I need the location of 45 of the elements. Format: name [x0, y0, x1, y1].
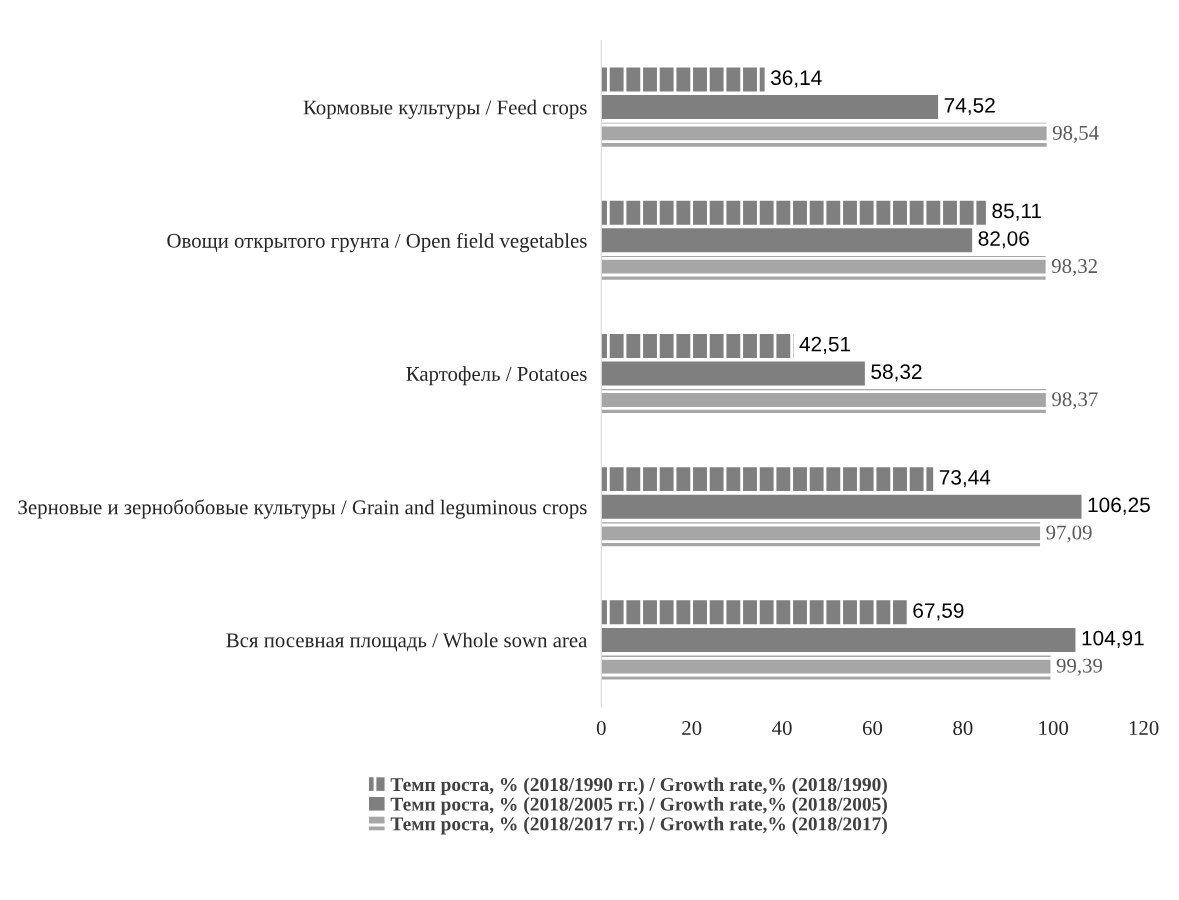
- y-tick-label: Овощи открытого грунта / Open field vegetables: [167, 232, 587, 253]
- bar: [601, 467, 934, 492]
- x-tick-label: 80: [953, 720, 973, 736]
- legend-label: Темп роста, % (2018/2005 гг.) / Growth rate,% (2018/2005): [390, 797, 887, 815]
- y-tick-label: Зерновые и зернобобовые культуры / Grain and leguminous crops: [18, 499, 587, 519]
- data-label: 36,14: [770, 70, 822, 88]
- data-label: 82,06: [978, 231, 1029, 249]
- data-label: 73,44: [939, 469, 991, 488]
- bar: [601, 600, 907, 625]
- data-label: 98,37: [1052, 392, 1098, 410]
- bar: [601, 333, 794, 358]
- data-label: 42,51: [799, 336, 851, 354]
- data-label: 74,52: [944, 97, 995, 116]
- x-tick-label: 100: [1039, 720, 1069, 736]
- data-label: 67,59: [913, 603, 964, 621]
- bar: [601, 389, 1046, 414]
- bar: [601, 122, 1047, 147]
- bar: [601, 361, 865, 386]
- legend-label: Темп роста, % (2018/2017 гг.) / Growth rate,% (2018/2017): [390, 816, 887, 835]
- y-tick-label: Вся посевная площадь / Whole sown area: [226, 632, 588, 652]
- bar: [601, 522, 1041, 547]
- bar: [601, 67, 765, 92]
- y-tick-label: Картофель / Potatoes: [406, 366, 587, 386]
- data-label: 99,39: [1056, 658, 1103, 676]
- x-tick-label: 40: [772, 720, 792, 736]
- bar: [601, 255, 1046, 280]
- data-label: 104,91: [1082, 630, 1144, 648]
- data-label: 98,32: [1051, 259, 1097, 277]
- bar: [601, 200, 986, 225]
- x-tick-label: 60: [862, 720, 883, 736]
- legend-label: Темп роста, % (2018/1990 гг.) / Growth rate,% (2018/1990): [390, 777, 887, 796]
- x-tick-label: 120: [1129, 720, 1159, 736]
- bar: [601, 228, 973, 253]
- data-label: 97,09: [1046, 525, 1092, 543]
- x-tick-label: 20: [682, 720, 702, 736]
- bar: [601, 655, 1051, 680]
- y-tick-label: Кормовые культуры / Feed crops: [303, 99, 587, 119]
- data-label: 106,25: [1088, 497, 1150, 515]
- x-tick-label: 0: [596, 720, 606, 736]
- bar: [601, 627, 1076, 652]
- bar: [601, 494, 1082, 519]
- data-label: 98,54: [1052, 125, 1099, 143]
- bar: [601, 95, 939, 120]
- data-label: 85,11: [992, 203, 1042, 221]
- data-label: 58,32: [871, 364, 922, 382]
